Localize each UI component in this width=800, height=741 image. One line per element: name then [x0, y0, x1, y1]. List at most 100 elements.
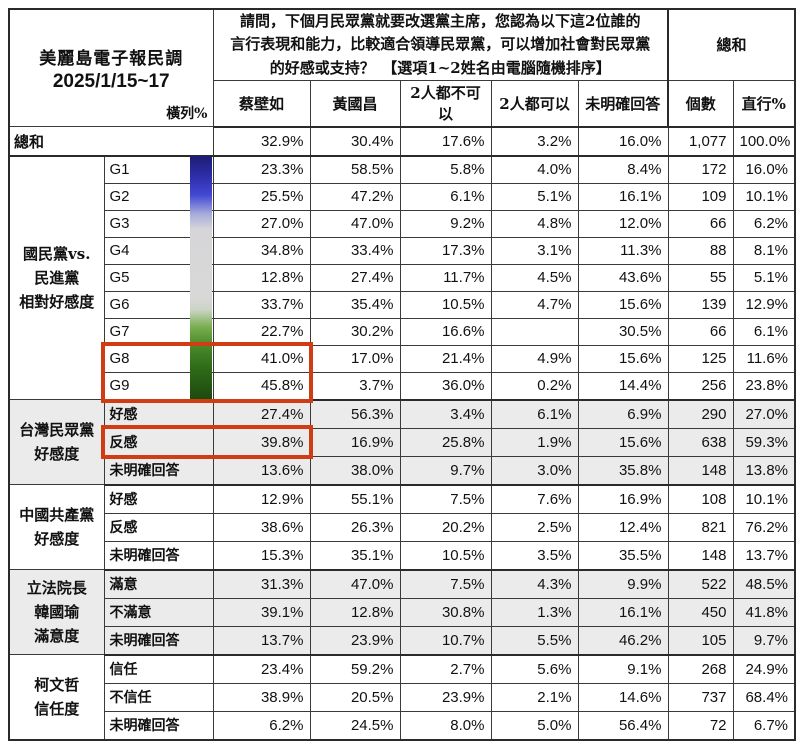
data-cell: 25.5%	[212, 182, 311, 211]
data-cell: 8.1%	[732, 236, 796, 265]
data-cell: 3.2%	[490, 126, 579, 157]
data-cell: 35.4%	[309, 290, 401, 319]
question-cell: 請問，下個月民眾黨就要改選黨主席，您認為以下這2位誰的 言行表現和能力，比較適合…	[212, 8, 669, 81]
data-cell: 38.6%	[212, 512, 311, 542]
data-cell: 46.2%	[577, 625, 669, 656]
data-cell: 109	[667, 182, 734, 211]
data-cell: 14.6%	[577, 682, 669, 712]
data-cell: 3.5%	[490, 540, 579, 571]
table-row: 未明確回答 13.6% 38.0% 9.7% 3.0% 35.8% 148 13…	[9, 455, 796, 486]
table-row: 不滿意 39.1% 12.8% 30.8% 1.3% 16.1% 450 41.…	[9, 597, 796, 627]
data-cell: 23.8%	[732, 371, 796, 401]
data-cell: 23.4%	[212, 654, 311, 684]
table-row: 未明確回答 13.7% 23.9% 10.7% 5.5% 46.2% 105 9…	[9, 625, 796, 656]
data-cell: 7.5%	[399, 484, 492, 514]
row-label: G1	[103, 155, 214, 184]
row-percent-label: 橫列%	[166, 106, 208, 123]
column-header-col-pct: 直行%	[732, 79, 796, 128]
section-label-ko: 柯文哲 信任度	[8, 654, 105, 741]
data-cell: 39.8%	[212, 427, 311, 457]
data-cell: 43.6%	[577, 263, 669, 292]
row-label: 信任	[103, 654, 214, 684]
data-cell: 55.1%	[309, 484, 401, 514]
data-cell: 35.1%	[309, 540, 401, 571]
data-cell: 14.4%	[577, 371, 669, 401]
data-cell: 16.9%	[309, 427, 401, 457]
data-cell: 0.2%	[490, 371, 579, 401]
data-cell: 290	[667, 399, 734, 429]
data-cell: 5.5%	[490, 625, 579, 656]
data-cell: 22.7%	[212, 317, 311, 346]
data-cell: 23.3%	[212, 155, 311, 184]
table-row: G5 12.8% 27.4% 11.7% 4.5% 43.6% 55 5.1%	[9, 263, 796, 292]
data-cell: 59.3%	[732, 427, 796, 457]
data-cell: 17.3%	[399, 236, 492, 265]
data-cell: 66	[667, 209, 734, 238]
data-cell: 4.8%	[490, 209, 579, 238]
data-cell: 17.0%	[309, 344, 401, 373]
table-row: 中國共產黨 好感度 好感 12.9% 55.1% 7.5% 7.6% 16.9%…	[8, 484, 796, 571]
row-label: 反感	[103, 512, 214, 542]
row-label: 好感	[103, 484, 214, 514]
data-cell: 105	[667, 625, 734, 656]
table-row: 未明確回答 15.3% 35.1% 10.5% 3.5% 35.5% 148 1…	[9, 540, 796, 571]
row-label: 未明確回答	[103, 710, 214, 741]
data-cell: 27.0%	[732, 399, 796, 429]
row-label: 不滿意	[103, 597, 214, 627]
data-cell: 6.1%	[399, 182, 492, 211]
table-row: 立法院長 韓國瑜 滿意度 滿意 31.3% 47.0% 7.5% 4.3% 9.…	[8, 569, 796, 656]
data-cell: 24.9%	[732, 654, 796, 684]
data-cell: 139	[667, 290, 734, 319]
data-cell: 17.6%	[399, 126, 492, 157]
data-cell: 1.3%	[490, 597, 579, 627]
data-cell: 30.2%	[309, 317, 401, 346]
table-row: 未明確回答 6.2% 24.5% 8.0% 5.0% 56.4% 72 6.7%	[9, 710, 796, 741]
data-cell: 638	[667, 427, 734, 457]
column-header-huang: 黃國昌	[309, 79, 401, 128]
data-cell: 9.7%	[399, 455, 492, 486]
table-row: 國民黨vs. 民進黨 相對好感度 G1 23.3% 58.5% 5.8% 4.0…	[8, 155, 796, 401]
data-cell: 13.7%	[212, 625, 311, 656]
row-label: G3	[103, 209, 214, 238]
data-cell: 1.9%	[490, 427, 579, 457]
data-cell: 9.9%	[577, 569, 669, 599]
table-row: 不信任 38.9% 20.5% 23.9% 2.1% 14.6% 737 68.…	[9, 682, 796, 712]
table-row: 台灣民眾黨 好感度 好感 27.4% 56.3% 3.4% 6.1% 6.9% …	[8, 399, 796, 486]
data-cell: 41.8%	[732, 597, 796, 627]
row-label: 反感	[103, 427, 214, 457]
section-label-han: 立法院長 韓國瑜 滿意度	[8, 569, 105, 656]
data-cell: 33.7%	[212, 290, 311, 319]
data-cell: 27.4%	[212, 399, 311, 429]
data-cell: 12.8%	[309, 597, 401, 627]
data-cell: 6.1%	[732, 317, 796, 346]
data-cell: 3.7%	[309, 371, 401, 401]
row-label: 不信任	[103, 682, 214, 712]
data-cell: 737	[667, 682, 734, 712]
table-row: G9 45.8% 3.7% 36.0% 0.2% 14.4% 256 23.8%	[9, 371, 796, 401]
data-cell: 34.8%	[212, 236, 311, 265]
data-cell: 11.7%	[399, 263, 492, 292]
row-label: 好感	[103, 399, 214, 429]
table-row: G2 25.5% 47.2% 6.1% 5.1% 16.1% 109 10.1%	[9, 182, 796, 211]
data-cell: 6.2%	[212, 710, 311, 741]
data-cell: 23.9%	[309, 625, 401, 656]
data-cell: 11.6%	[732, 344, 796, 373]
data-cell: 33.4%	[309, 236, 401, 265]
data-cell: 8.0%	[399, 710, 492, 741]
data-cell: 39.1%	[212, 597, 311, 627]
data-cell: 2.5%	[490, 512, 579, 542]
row-label: 滿意	[103, 569, 214, 599]
data-cell: 25.8%	[399, 427, 492, 457]
data-cell: 4.5%	[490, 263, 579, 292]
data-cell: 13.6%	[212, 455, 311, 486]
data-cell: 16.0%	[577, 126, 669, 157]
data-cell: 4.7%	[490, 290, 579, 319]
data-cell: 4.9%	[490, 344, 579, 373]
data-cell: 16.0%	[732, 155, 796, 184]
data-cell: 23.9%	[399, 682, 492, 712]
data-cell: 36.0%	[399, 371, 492, 401]
data-cell: 125	[667, 344, 734, 373]
data-cell: 3.4%	[399, 399, 492, 429]
data-cell: 6.7%	[732, 710, 796, 741]
data-cell: 21.4%	[399, 344, 492, 373]
